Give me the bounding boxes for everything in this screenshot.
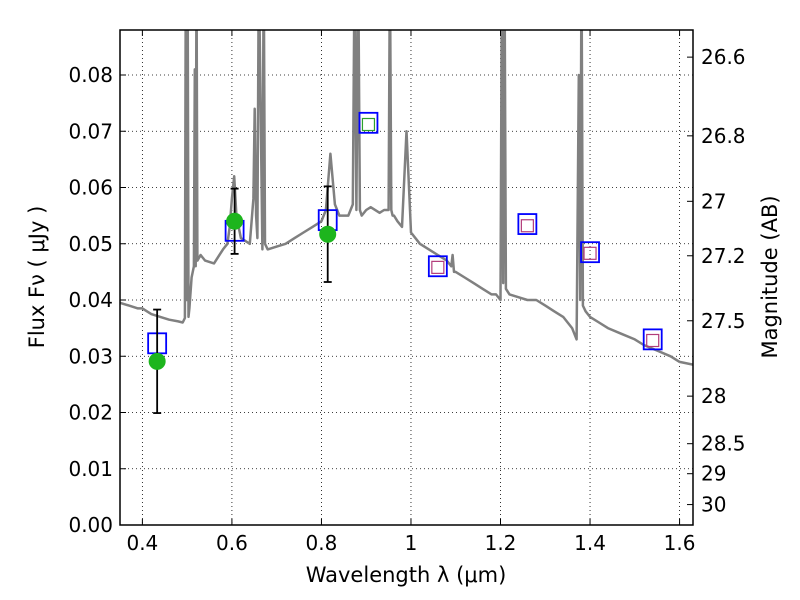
mag-tick-label: 28.5 bbox=[701, 432, 746, 456]
near-ir-photometry-square bbox=[520, 219, 534, 233]
axis-ticks: 0.4 0.6 0.8 1 1.2 1.4 1.6 0.00 0.01 0.02 0.03 0.04 0… bbox=[68, 30, 746, 555]
near-ir-photometry-square bbox=[646, 333, 660, 348]
model-spectrum bbox=[120, 30, 693, 366]
observed-photometry-point bbox=[319, 225, 337, 243]
model-photometry-square bbox=[580, 241, 600, 264]
data-points bbox=[147, 111, 663, 414]
model-spectrum-line bbox=[120, 30, 693, 366]
near-ir-photometry-square bbox=[583, 246, 597, 260]
near-ir-photometry-square bbox=[431, 260, 445, 274]
y-tick-label: 0.03 bbox=[68, 344, 113, 368]
plot-frame bbox=[119, 29, 694, 526]
x-tick-label: 1.4 bbox=[574, 531, 606, 555]
x-tick-label: 1.2 bbox=[485, 531, 517, 555]
observed-photometry-point bbox=[148, 352, 166, 370]
y-axis-right-title: Magnitude (AB) bbox=[758, 195, 782, 358]
y-tick-label: 0.01 bbox=[68, 457, 113, 481]
mag-tick-label: 28 bbox=[701, 384, 726, 408]
y-tick-label: 0.06 bbox=[68, 176, 113, 200]
x-tick-label: 0.4 bbox=[126, 531, 158, 555]
y-tick-label: 0.08 bbox=[68, 63, 113, 87]
grid bbox=[120, 30, 693, 526]
mag-tick-label: 27 bbox=[701, 189, 726, 213]
mag-tick-label: 26.6 bbox=[701, 45, 746, 69]
x-tick-label: 0.6 bbox=[216, 531, 248, 555]
model-photometry-square bbox=[642, 328, 663, 351]
model-photometry-square bbox=[517, 213, 538, 235]
y-axis-title: Flux Fν ( μJy ) bbox=[25, 206, 49, 349]
mag-tick-label: 27.5 bbox=[701, 309, 746, 333]
x-tick-label: 1.6 bbox=[664, 531, 696, 555]
y-tick-label: 0.00 bbox=[68, 513, 113, 537]
y-tick-label: 0.04 bbox=[68, 288, 113, 312]
observed-photometry-point bbox=[226, 212, 244, 230]
mag-tick-label: 29 bbox=[701, 462, 726, 486]
mag-tick-label: 27.2 bbox=[701, 244, 746, 268]
mag-tick-label: 30 bbox=[701, 493, 726, 517]
y-tick-label: 0.05 bbox=[68, 232, 113, 256]
mag-tick-label: 26.8 bbox=[701, 124, 746, 148]
x-tick-label: 0.8 bbox=[306, 531, 338, 555]
x-axis-title: Wavelength λ (μm) bbox=[306, 563, 507, 587]
near-ir-photometry-square bbox=[361, 117, 376, 132]
model-photometry-square bbox=[427, 255, 448, 278]
y-tick-label: 0.02 bbox=[68, 401, 113, 425]
model-photometry-square bbox=[358, 111, 379, 134]
y-tick-label: 0.07 bbox=[68, 119, 113, 143]
x-tick-label: 1 bbox=[405, 531, 418, 555]
